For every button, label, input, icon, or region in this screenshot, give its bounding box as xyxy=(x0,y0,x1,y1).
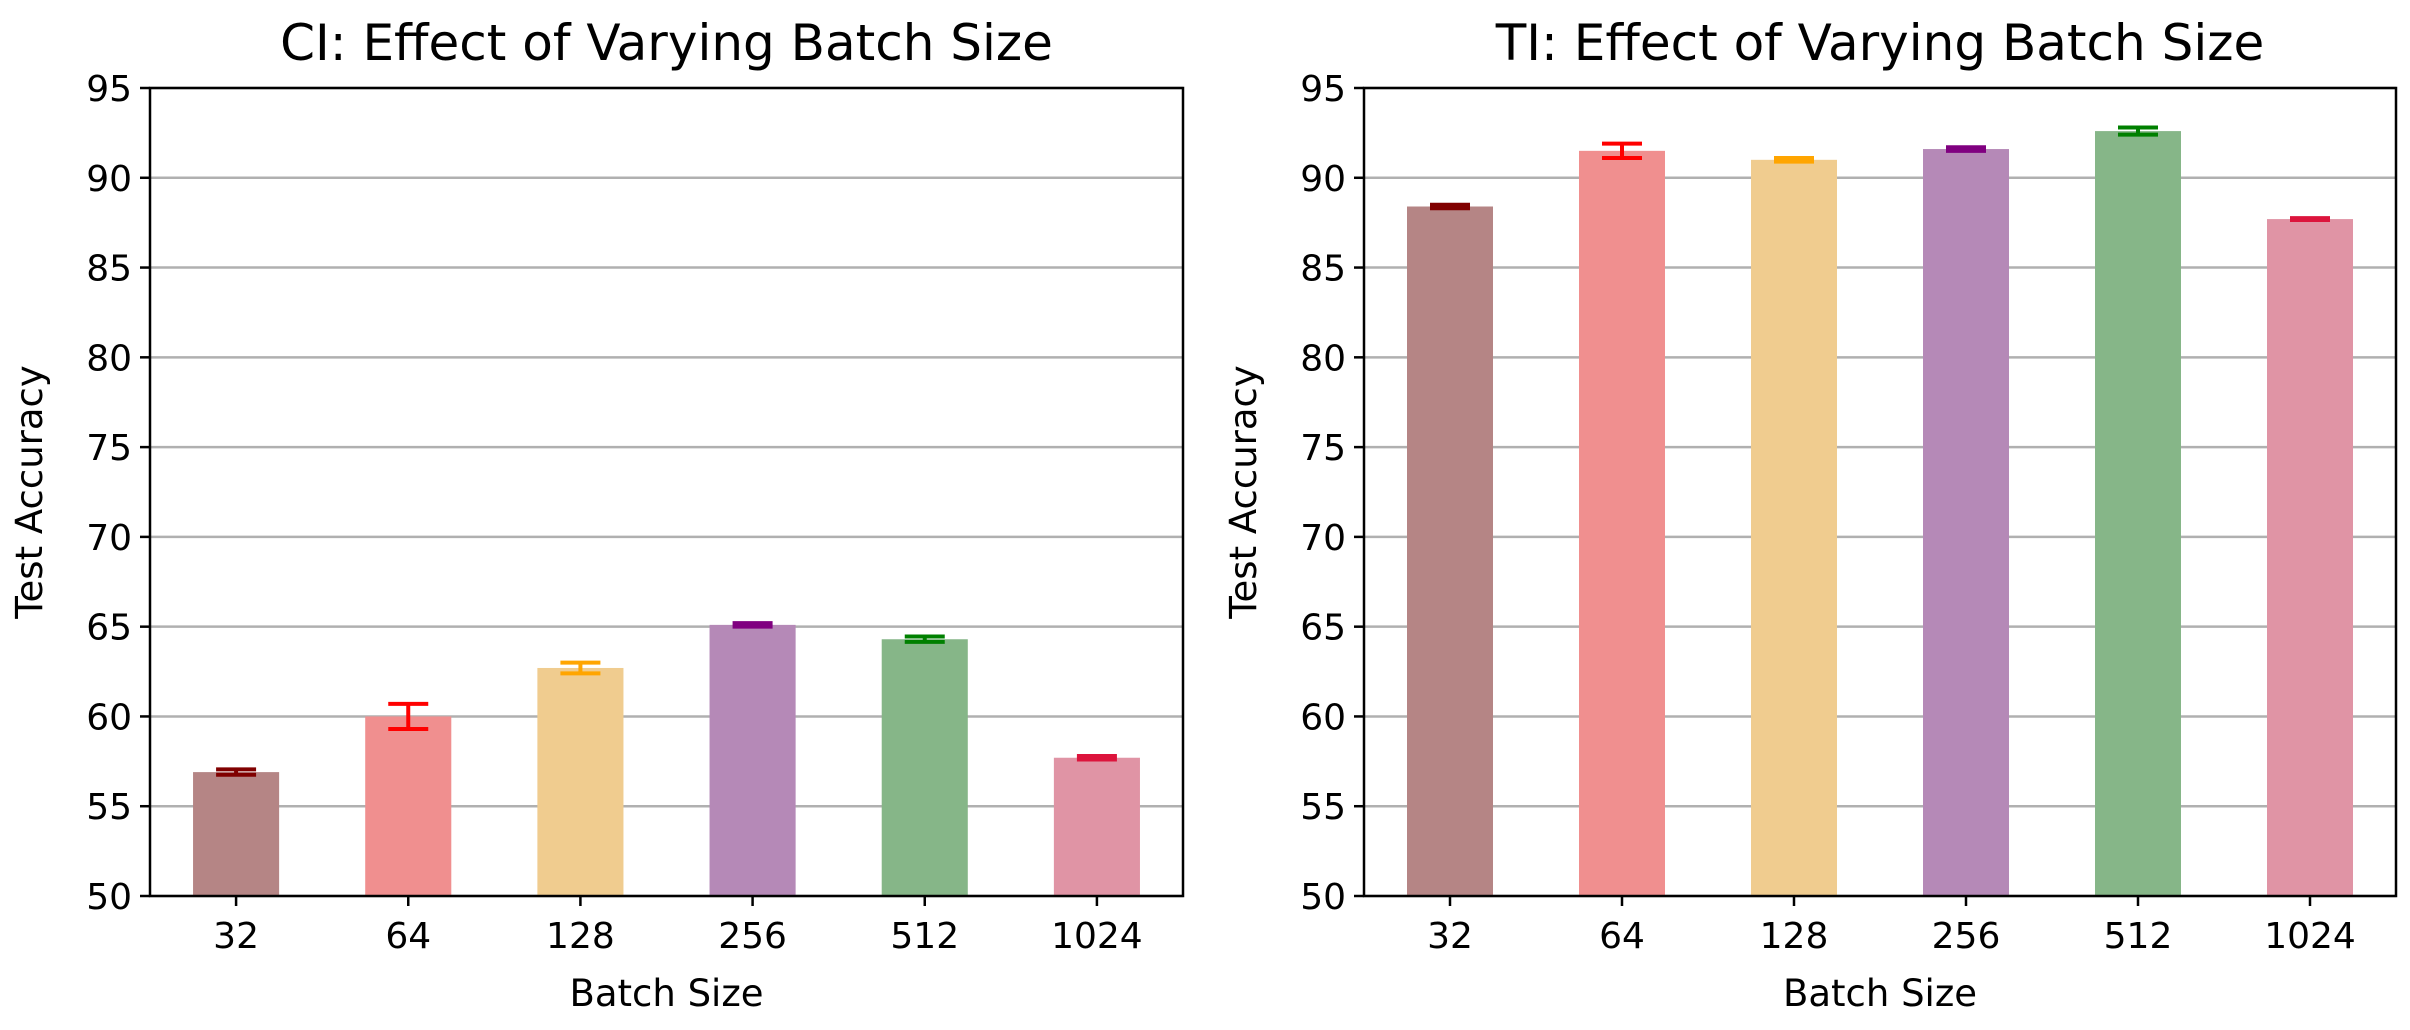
x-tick-label: 512 xyxy=(2104,916,2173,957)
bar-128 xyxy=(537,667,624,896)
x-tick-label: 64 xyxy=(385,916,431,957)
error-bar-128 xyxy=(1774,156,1814,164)
x-tick-label: 1024 xyxy=(2264,916,2356,957)
y-axis-label: Test Accuracy xyxy=(8,365,51,620)
error-bar-64 xyxy=(1602,141,1642,161)
error-bar-128 xyxy=(560,660,601,676)
y-tick-label: 80 xyxy=(1300,338,1346,379)
x-tick-label: 32 xyxy=(1427,916,1473,957)
axes-frame xyxy=(1362,86,2398,898)
y-tick-label: 85 xyxy=(86,249,132,290)
x-axis-label: Batch Size xyxy=(569,972,763,1015)
y-tick-label: 70 xyxy=(1300,518,1346,559)
bar-64 xyxy=(365,716,452,896)
y-tick-label: 70 xyxy=(86,518,132,559)
x-tick-label: 256 xyxy=(1932,916,2001,957)
error-bar-32 xyxy=(216,767,257,777)
bar-128 xyxy=(1751,159,1837,897)
bar-512 xyxy=(881,639,968,896)
chart-title: CI: Effect of Varying Batch Size xyxy=(280,14,1053,72)
y-axis-label: Test Accuracy xyxy=(1222,365,1265,620)
y-tick-label: 50 xyxy=(86,877,132,918)
error-bar-512 xyxy=(904,634,945,644)
bar-32 xyxy=(193,772,280,896)
error-bar-1024 xyxy=(1076,753,1117,762)
y-tick-label: 95 xyxy=(1300,69,1346,110)
x-tick-label: 128 xyxy=(546,916,615,957)
chart-panel-1: 50 55 60 65 70 75 80 85 90 95 32 64 128 256 512 1024 CI:… xyxy=(8,14,1185,1015)
x-axis-label: Batch Size xyxy=(1783,972,1977,1015)
y-tick-label: 65 xyxy=(86,608,132,649)
chart-title: TI: Effect of Varying Batch Size xyxy=(1495,14,2264,72)
y-tick-label: 75 xyxy=(86,428,132,469)
y-tick-label: 90 xyxy=(1300,159,1346,200)
bar-512 xyxy=(2095,131,2181,897)
error-bar-512 xyxy=(2118,125,2158,137)
y-tick-label: 50 xyxy=(1300,877,1346,918)
chart-panel-2: 50 55 60 65 70 75 80 85 90 95 32 64 128 256 512 1024 TI:… xyxy=(1222,14,2398,1015)
bar-256 xyxy=(709,624,796,896)
error-bar-1024 xyxy=(2290,216,2330,222)
y-tick-label: 90 xyxy=(86,159,132,200)
y-tick-label: 60 xyxy=(1300,697,1346,738)
bar-1024 xyxy=(1053,757,1140,896)
x-tick-label: 32 xyxy=(213,916,259,957)
error-bar-64 xyxy=(388,701,429,732)
y-tick-label: 95 xyxy=(86,69,132,110)
y-tick-label: 85 xyxy=(1300,249,1346,290)
x-tick-label: 1024 xyxy=(1051,916,1143,957)
bar-32 xyxy=(1407,206,1493,897)
bar-64 xyxy=(1579,150,1665,896)
x-tick-label: 64 xyxy=(1599,916,1645,957)
y-tick-label: 65 xyxy=(1300,608,1346,649)
x-tick-label: 256 xyxy=(718,916,787,957)
error-bar-32 xyxy=(1430,202,1470,211)
y-tick-label: 55 xyxy=(1300,787,1346,828)
axes-frame xyxy=(148,86,1185,898)
x-tick-label: 128 xyxy=(1760,916,1829,957)
y-tick-label: 55 xyxy=(86,787,132,828)
error-bar-256 xyxy=(1946,145,1986,153)
error-bar-256 xyxy=(732,621,773,629)
x-tick-label: 512 xyxy=(890,916,959,957)
bar-1024 xyxy=(2267,219,2353,896)
y-tick-label: 80 xyxy=(86,338,132,379)
y-tick-label: 60 xyxy=(86,697,132,738)
y-tick-label: 75 xyxy=(1300,428,1346,469)
bar-256 xyxy=(1923,149,2009,896)
